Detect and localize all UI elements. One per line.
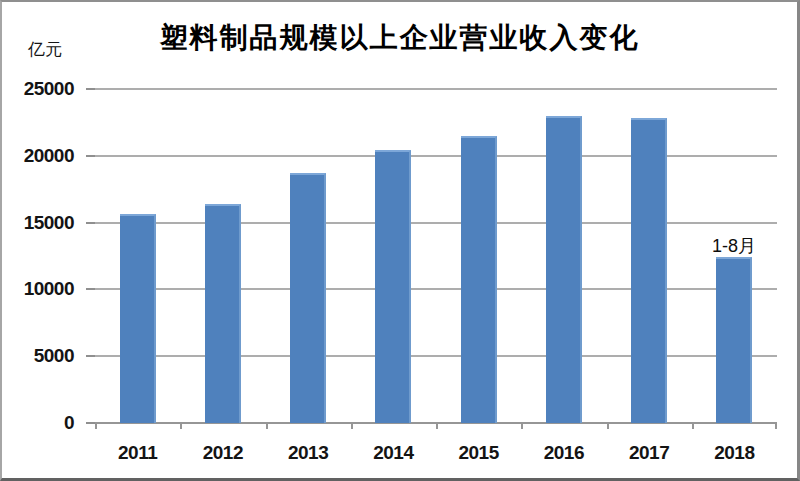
x-tick-mark-3 [351,423,353,429]
y-tick-label-10000: 10000 [6,278,74,300]
gridline-25000 [95,88,777,90]
y-tick-label-15000: 15000 [6,212,74,234]
x-tick-label-2013: 2013 [266,442,351,464]
x-tick-mark-4 [436,423,438,429]
x-tick-mark-2 [266,423,268,429]
x-tick-mark-1 [180,423,182,429]
bar-2015 [461,136,497,423]
y-tick-mark-10000 [86,288,95,290]
gridline-10000 [95,288,777,290]
y-tick-label-5000: 5000 [6,345,74,367]
y-tick-mark-20000 [86,155,95,157]
x-tick-mark-7 [692,423,694,429]
bar-2018 [716,257,752,423]
x-tick-mark-5 [521,423,523,429]
bar-2016 [546,116,582,423]
bar-2013 [290,173,326,423]
bar-annotation: 1-8月 [712,234,756,258]
bar-2012 [205,204,241,423]
x-tick-mark-6 [607,423,609,429]
bar-2011 [120,214,156,423]
gridline-15000 [95,222,777,224]
y-tick-mark-25000 [86,88,95,90]
x-tick-mark-0 [95,423,97,429]
x-tick-label-2015: 2015 [436,442,521,464]
x-tick-label-2017: 2017 [607,442,692,464]
chart-canvas: 塑料制品规模以上企业营业收入变化 亿元 1-8月 0 5000 10000 15000… [0,0,800,481]
gridline-5000 [95,355,777,357]
bar-2017 [631,118,667,423]
gridline-20000 [95,155,777,157]
y-tick-mark-0 [86,422,95,424]
y-tick-mark-15000 [86,222,95,224]
chart-title: 塑料制品规模以上企业营业收入变化 [2,19,797,57]
x-tick-label-2014: 2014 [351,442,436,464]
y-tick-label-25000: 25000 [6,78,74,100]
bar-2014 [375,150,411,423]
plot-area [95,89,777,423]
y-axis-unit-label: 亿元 [28,38,62,61]
y-tick-label-20000: 20000 [6,145,74,167]
x-tick-mark-8 [775,423,777,429]
x-tick-label-2016: 2016 [521,442,606,464]
x-tick-label-2012: 2012 [180,442,265,464]
x-tick-label-2011: 2011 [95,442,180,464]
y-tick-mark-5000 [86,355,95,357]
x-tick-label-2018: 2018 [692,442,777,464]
y-tick-label-0: 0 [6,412,74,434]
